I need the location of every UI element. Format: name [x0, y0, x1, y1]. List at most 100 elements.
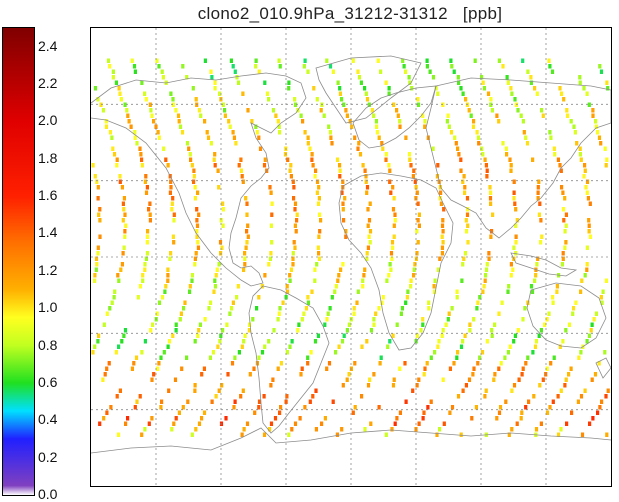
data-cell: [512, 190, 516, 195]
data-cell: [187, 146, 191, 151]
data-cell: [246, 234, 250, 239]
data-cell: [195, 102, 199, 107]
data-cell: [278, 64, 282, 69]
data-cell: [313, 174, 317, 179]
data-cell: [412, 168, 416, 173]
data-cell: [442, 207, 446, 212]
data-cell: [295, 212, 299, 217]
data-cell: [509, 86, 513, 91]
data-cell: [194, 427, 198, 432]
data-cell: [247, 328, 251, 333]
data-cell: [501, 64, 505, 69]
coastline-africa: [338, 172, 454, 351]
data-cell: [296, 328, 300, 333]
data-cell: [367, 218, 372, 223]
data-cell: [338, 163, 342, 168]
data-cell: [328, 64, 333, 69]
data-cell: [252, 366, 256, 371]
data-cell: [587, 223, 591, 228]
data-cell: [335, 432, 339, 437]
data-cell: [466, 240, 470, 245]
data-cell: [270, 201, 274, 206]
data-cell: [365, 256, 369, 261]
data-cell: [564, 328, 568, 333]
data-cell: [288, 278, 292, 283]
data-cell: [160, 399, 164, 404]
data-cell: [232, 405, 236, 410]
data-cell: [276, 317, 280, 322]
data-cell: [149, 108, 153, 113]
data-cell: [524, 135, 528, 140]
data-cell: [532, 394, 536, 399]
data-cell: [395, 416, 399, 421]
coastline-greenland: [315, 55, 422, 124]
data-cell: [463, 333, 467, 338]
data-cell: [357, 141, 361, 146]
data-cell: [306, 295, 310, 300]
data-cell: [254, 124, 258, 129]
data-cell: [320, 421, 324, 426]
data-cell: [318, 229, 322, 234]
data-cell: [291, 256, 295, 261]
data-cell: [547, 58, 551, 63]
data-cell: [440, 251, 444, 256]
data-cell: [487, 256, 491, 261]
data-cell: [552, 355, 556, 360]
data-cell: [248, 372, 252, 377]
data-cell: [193, 196, 197, 201]
data-cell: [460, 278, 464, 283]
data-cell: [410, 86, 414, 91]
data-cell: [257, 405, 261, 410]
data-cell: [476, 361, 480, 366]
data-cell: [385, 278, 389, 283]
data-cell: [145, 240, 149, 245]
data-cell: [428, 69, 432, 74]
data-cell: [263, 80, 267, 85]
data-cell: [174, 322, 178, 327]
data-cell: [522, 130, 526, 135]
data-cell: [515, 218, 519, 223]
data-cell: [257, 69, 261, 74]
data-cell: [441, 229, 445, 234]
data-cell: [278, 306, 282, 311]
data-cell: [524, 405, 528, 410]
data-cell: [140, 157, 144, 162]
data-cell: [257, 295, 261, 300]
data-cell: [176, 113, 181, 118]
data-cell: [389, 251, 394, 256]
data-cell: [441, 328, 445, 333]
data-cell: [230, 361, 235, 366]
data-cell: [98, 207, 102, 212]
data-cell: [277, 124, 281, 129]
data-cell: [236, 80, 241, 85]
data-cell: [95, 179, 99, 184]
data-cell: [562, 97, 566, 102]
data-cell: [467, 108, 471, 113]
data-cell: [157, 135, 161, 140]
data-cell: [360, 344, 364, 349]
data-cell: [143, 91, 147, 96]
data-cell: [472, 317, 476, 322]
data-cell: [231, 64, 235, 69]
data-cell: [101, 377, 105, 382]
data-cell: [133, 135, 137, 140]
data-cell: [94, 256, 99, 261]
data-cell: [123, 328, 128, 333]
data-cell: [512, 339, 516, 344]
data-cell: [459, 86, 463, 91]
data-cell: [270, 240, 274, 245]
data-cell: [438, 256, 442, 261]
data-cell: [344, 229, 348, 234]
data-cell: [327, 124, 331, 129]
data-cell: [93, 344, 97, 349]
data-cell: [220, 245, 224, 250]
data-cell: [572, 124, 576, 129]
graticule: [91, 28, 611, 486]
data-cell: [536, 185, 540, 190]
data-cell: [202, 366, 206, 371]
data-cell: [339, 267, 343, 272]
data-cell: [193, 185, 197, 190]
data-cell: [255, 306, 259, 311]
data-cell: [293, 97, 297, 102]
data-cell: [512, 196, 516, 201]
